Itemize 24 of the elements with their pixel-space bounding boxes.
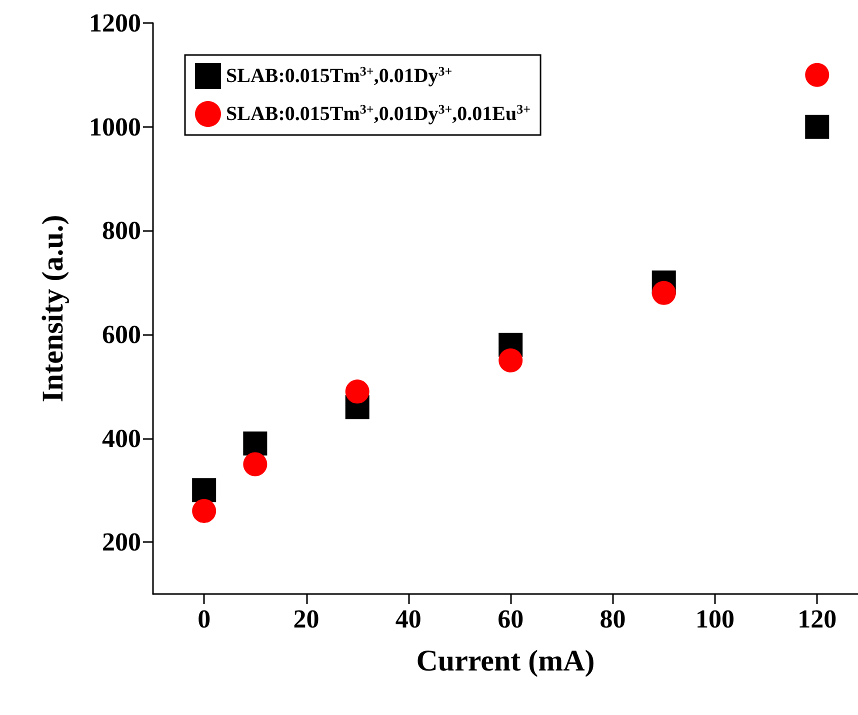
y-tick-label: 1000 [89,112,141,142]
y-axis-title: Intensity (a.u.) [36,214,70,402]
x-tick-label: 20 [293,604,320,634]
point [805,62,830,87]
point [243,431,268,456]
y-tick-label: 400 [102,424,141,453]
y-tick-label: 1200 [89,8,141,38]
point [192,498,216,523]
point [652,280,676,305]
y-tick-label: 600 [102,320,141,349]
point [243,452,268,476]
point [805,114,830,139]
x-axis-title: Current (mA) [416,644,595,678]
x-tick-label: 120 [798,604,837,634]
point [498,348,523,372]
x-tick-label: 80 [600,604,626,634]
x-tick-label: 0 [198,604,211,634]
point [345,380,370,404]
x-tick-label: 60 [498,604,524,634]
point [192,478,216,502]
y-tick-label: 800 [102,216,141,246]
x-tick-label: 100 [695,604,734,634]
y-tick-label: 200 [102,528,141,557]
x-tick-label: 40 [395,604,422,634]
